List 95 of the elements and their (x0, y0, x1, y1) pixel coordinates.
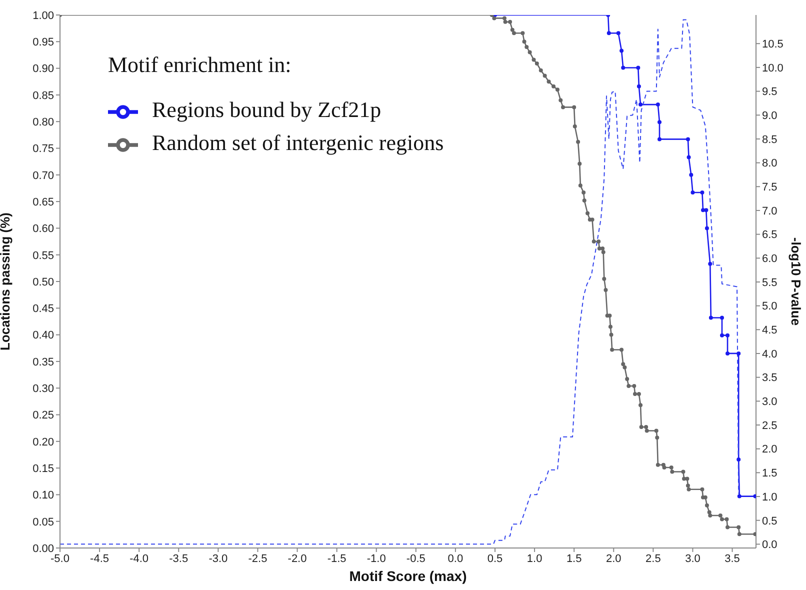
point (720, 333, 724, 338)
y2-axis-title: -log10 P-value (788, 237, 804, 326)
point (620, 48, 624, 53)
x-tick-label: -4.0 (130, 552, 149, 565)
y-tick-label: 0.30 (32, 383, 54, 396)
point (656, 102, 660, 107)
y2-tick-label: 7.5 (762, 182, 778, 194)
x-axis-title: Motif Score (max) (349, 568, 467, 584)
x-tick-label: -3.0 (208, 552, 228, 565)
y2-tick-label: 5.5 (762, 276, 778, 289)
y-tick-label: 0.95 (32, 36, 54, 49)
y2-tick-label: 2.0 (762, 444, 778, 456)
y2-tick-label: 9.5 (762, 86, 778, 98)
y-tick-label: 1.00 (32, 10, 54, 22)
legend-title: Motif enrichment in: (108, 52, 292, 78)
point (704, 226, 709, 230)
y-tick-label: 0.40 (32, 330, 54, 342)
y-tick-label: 0.60 (32, 223, 54, 236)
point (708, 262, 712, 266)
y-tick-label: 0.35 (32, 356, 54, 368)
point (636, 66, 640, 70)
x-tick-label: -0.5 (406, 552, 426, 565)
y2-tick-label: 4.0 (762, 348, 778, 360)
point (686, 137, 690, 142)
point (638, 102, 643, 107)
point (700, 190, 704, 194)
y2-tick-label: 6.0 (762, 253, 778, 266)
y-tick-label: 0.10 (32, 490, 54, 502)
y-tick-label: 0.00 (32, 542, 54, 555)
point (737, 494, 742, 498)
point (726, 351, 730, 356)
point (720, 316, 724, 320)
y-tick-label: 0.55 (32, 250, 54, 262)
y-tick-label: 0.65 (32, 196, 54, 208)
point (686, 155, 691, 160)
point (621, 66, 626, 70)
y-axis-title: Locations passing (%) (0, 212, 13, 350)
x-tick-label: 2.0 (606, 552, 622, 565)
point (616, 31, 620, 36)
y2-tick-label: 8.0 (762, 158, 778, 170)
y2-tick-label: 1.5 (762, 468, 778, 480)
point (701, 208, 706, 212)
x-tick-label: 2.5 (646, 552, 661, 565)
y2-tick-label: 10.5 (762, 38, 784, 51)
point (736, 458, 741, 462)
legend-label: Regions bound by Zcf21p (152, 97, 382, 122)
y2-tick-label: 6.5 (762, 229, 778, 242)
point (736, 351, 741, 356)
y2-tick-label: 3.5 (762, 372, 778, 384)
y-tick-label: 0.90 (32, 63, 54, 76)
y2-tick-label: 2.5 (762, 420, 778, 432)
y-tick-label: 0.45 (32, 303, 54, 316)
y2-tick-label: 7.0 (762, 205, 778, 218)
y2-tick-label: 4.5 (762, 324, 778, 337)
x-tick-label: -5.0 (50, 552, 70, 565)
x-tick-label: 1.5 (566, 552, 582, 565)
y-tick-label: 0.25 (32, 410, 54, 422)
y2-tick-label: 9.0 (762, 110, 778, 122)
y-tick-label: 0.80 (32, 116, 54, 129)
y2-tick-label: 10.0 (762, 62, 784, 74)
y-tick-label: 0.20 (32, 436, 54, 448)
y2-tick-label: 8.5 (762, 134, 778, 146)
x-tick-label: -3.5 (169, 552, 188, 565)
y-tick-label: 0.50 (32, 276, 54, 288)
y2-tick-label: 3.0 (762, 396, 778, 408)
x-tick-label: 0.0 (448, 552, 464, 565)
point (658, 137, 662, 142)
y-tick-label: 0.05 (32, 516, 54, 528)
x-tick-label: -2.0 (288, 552, 307, 565)
x-tick-label: 1.0 (526, 552, 542, 565)
y-tick-label: 0.15 (32, 462, 54, 475)
point (726, 333, 730, 338)
x-tick-label: 0.5 (487, 552, 503, 565)
point (708, 316, 713, 320)
y2-tick-label: 5.0 (762, 300, 778, 313)
x-tick-label: 3.5 (724, 552, 740, 565)
x-tick-label: 3.0 (685, 552, 700, 565)
point (658, 120, 662, 124)
point (689, 172, 694, 177)
x-tick-label: -4.5 (90, 552, 110, 565)
x-tick-label: -1.5 (327, 552, 346, 565)
y-tick-label: 0.85 (32, 90, 54, 102)
point (704, 208, 708, 212)
y-tick-label: 0.75 (32, 143, 54, 156)
y2-tick-label: 0.0 (762, 539, 778, 552)
x-tick-label: -2.5 (248, 552, 268, 565)
x-tick-label: -1.0 (366, 552, 386, 565)
legend-label: Random set of intergenic regions (152, 130, 444, 155)
point (753, 494, 756, 498)
y2-tick-label: 1.0 (762, 491, 778, 504)
y-tick-label: 0.70 (32, 170, 54, 182)
point (636, 84, 641, 88)
point (690, 190, 695, 194)
point (606, 31, 611, 36)
y2-tick-label: 0.5 (762, 515, 778, 528)
